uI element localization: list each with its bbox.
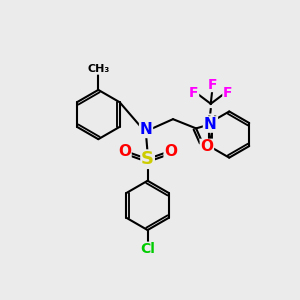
Text: N: N xyxy=(140,122,152,137)
Text: CH₃: CH₃ xyxy=(87,64,110,74)
Text: Cl: Cl xyxy=(140,242,155,256)
Text: N: N xyxy=(204,117,216,132)
Text: F: F xyxy=(208,77,217,92)
Text: F: F xyxy=(223,86,232,100)
Text: S: S xyxy=(141,150,154,168)
Text: O: O xyxy=(200,140,213,154)
Text: F: F xyxy=(189,86,199,100)
Text: O: O xyxy=(164,144,177,159)
Text: O: O xyxy=(118,144,131,159)
Text: H: H xyxy=(207,114,217,127)
